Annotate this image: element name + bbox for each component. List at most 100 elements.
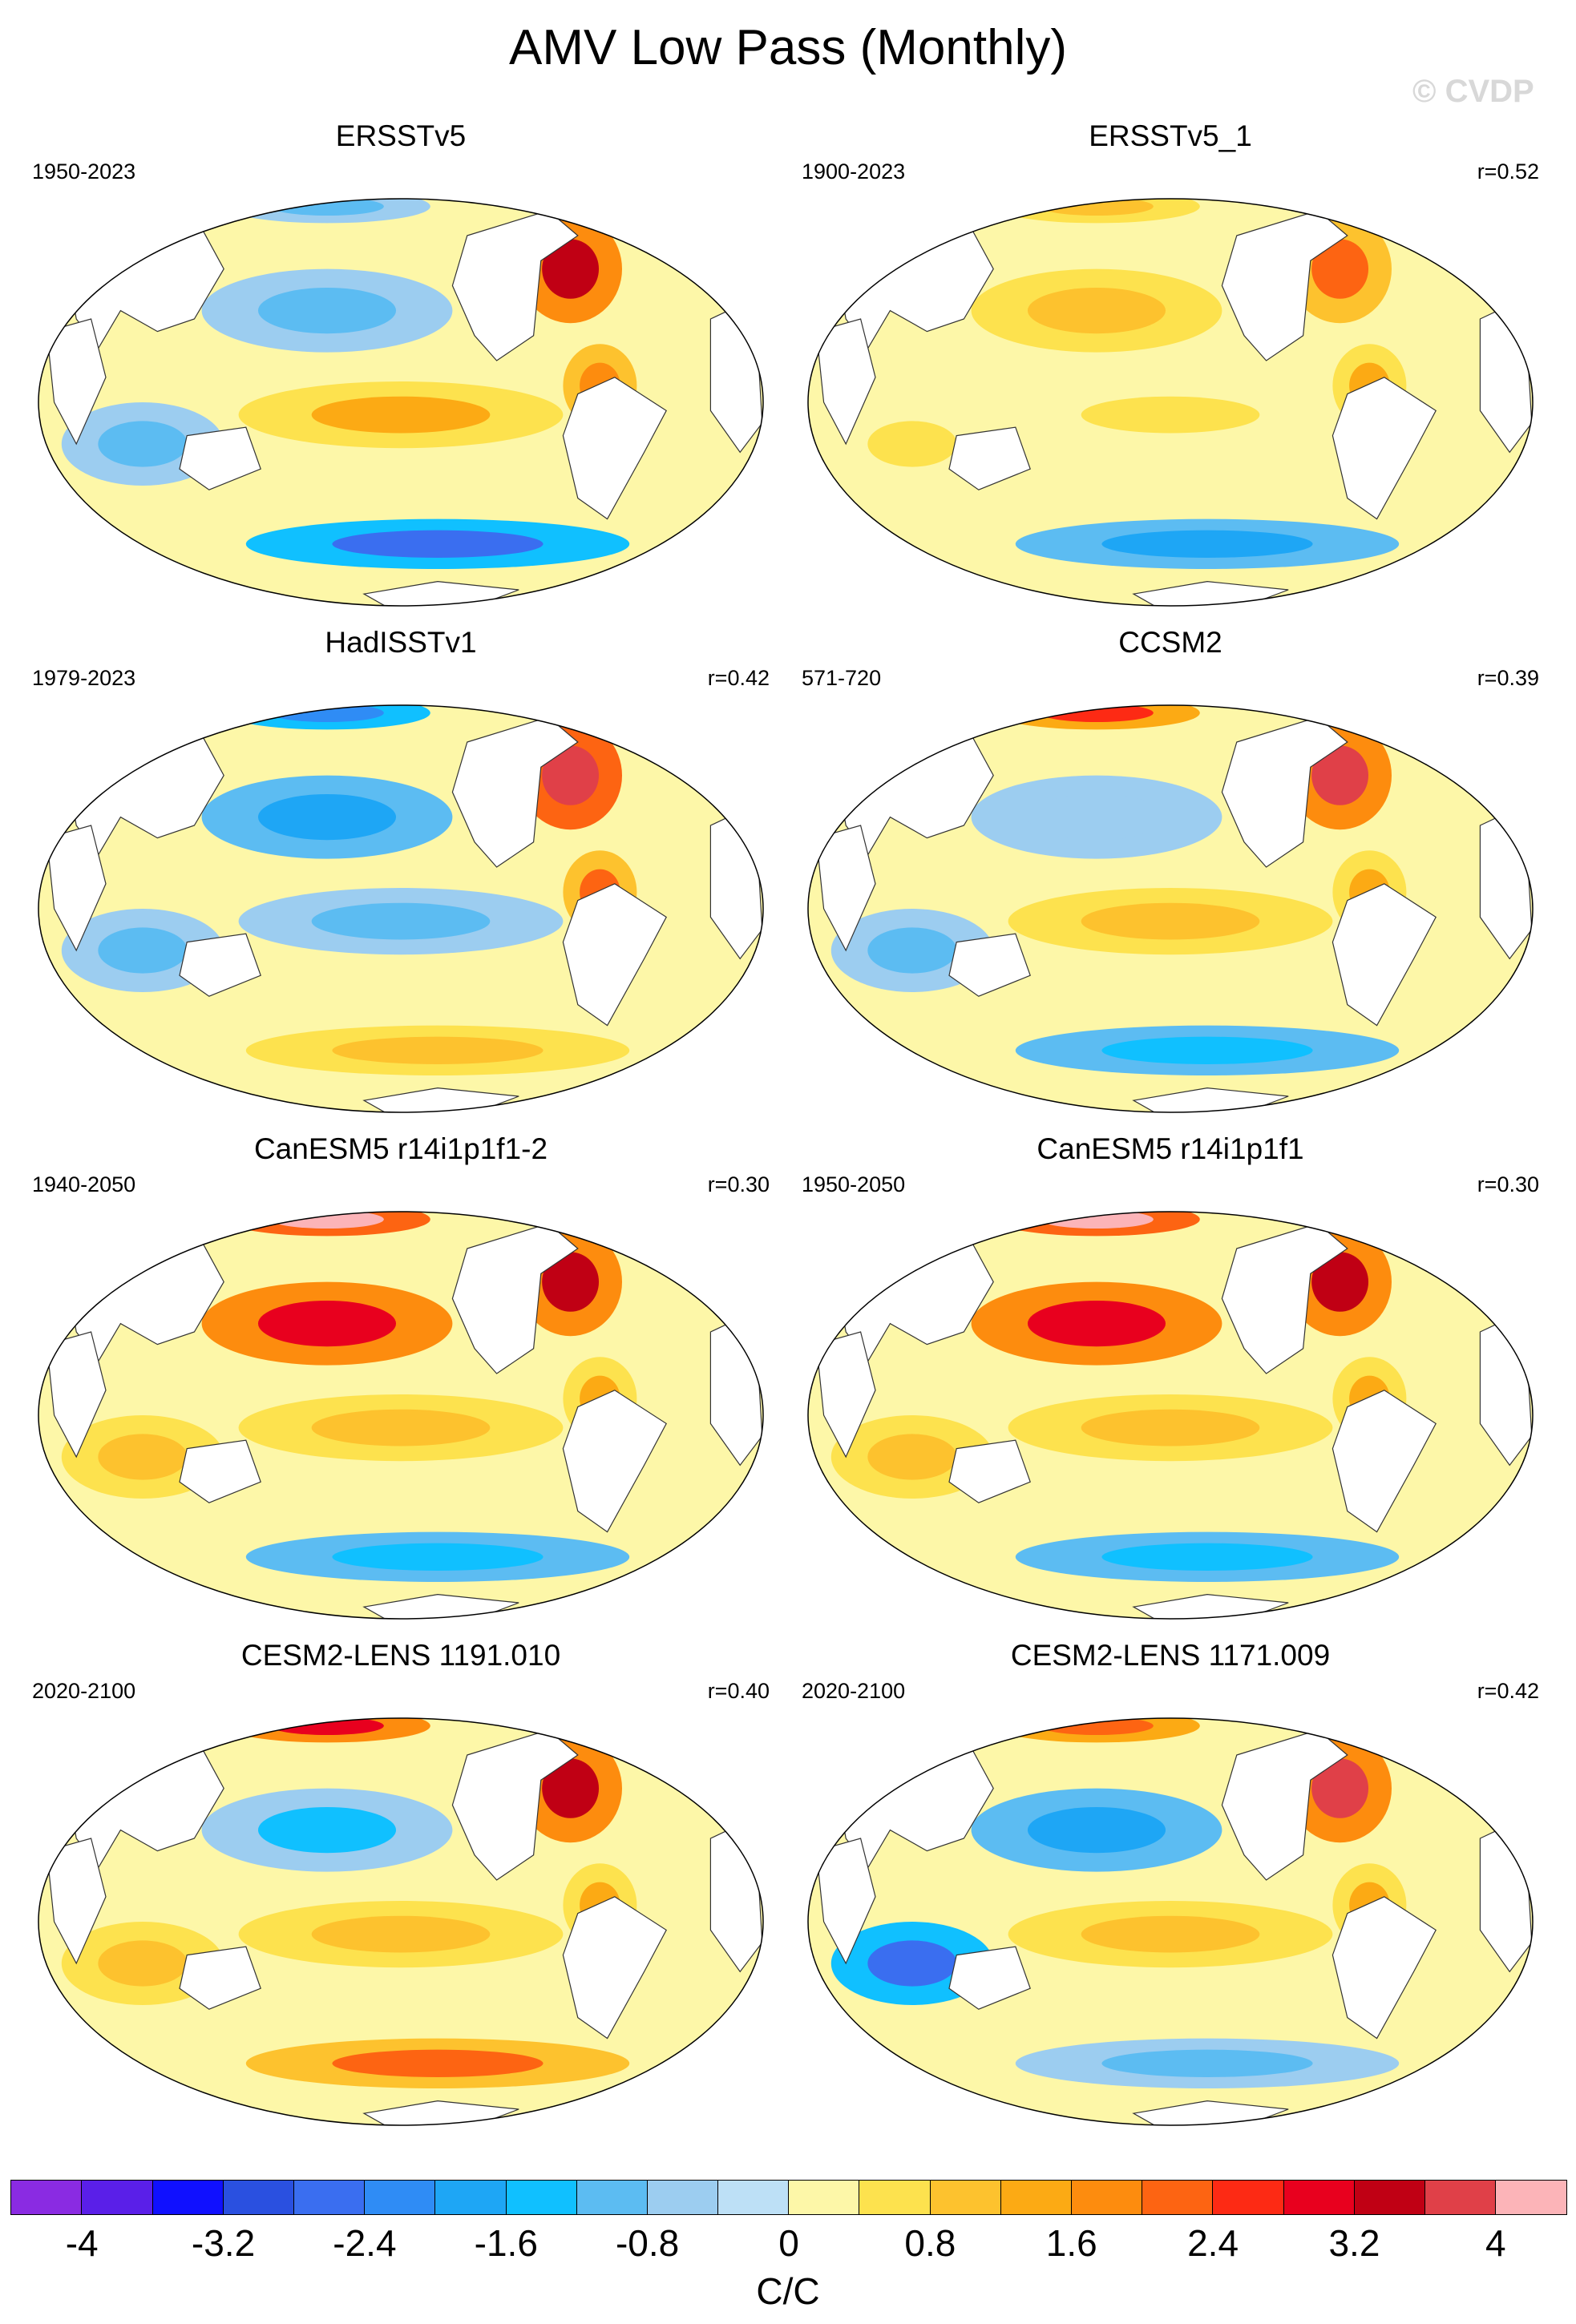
colorbar-swatch <box>10 2180 83 2215</box>
anomaly-core-north_pacific <box>257 1301 397 1347</box>
panel-title: ERSSTv5_1 <box>1089 119 1252 152</box>
continent-land <box>948 426 1031 490</box>
map-outline <box>807 1211 1534 1620</box>
map-outline <box>38 1211 764 1620</box>
continent-land <box>179 933 261 997</box>
map-outline <box>38 704 764 1113</box>
colorbar-swatch <box>1353 2180 1426 2215</box>
anomaly-core-north_pacific <box>257 1807 397 1854</box>
colorbar-swatch <box>434 2180 507 2215</box>
anomaly-core-north_pacific <box>1027 1301 1166 1347</box>
anomaly-core-north_atlantic <box>542 1758 600 1818</box>
cvdp-watermark: © CVDP <box>1412 74 1534 109</box>
colorbar-swatch <box>1424 2180 1497 2215</box>
colorbar-tick-label: 4 <box>1485 2222 1506 2264</box>
panel-period: 571-720 <box>802 666 882 690</box>
map-outline <box>807 198 1534 607</box>
panel-correlation: r=0.42 <box>1477 1679 1539 1703</box>
colorbar-units: C/C <box>756 2270 820 2312</box>
colorbar-tick-label: -2.4 <box>333 2222 397 2264</box>
anomaly-core-southern_ocean <box>332 1036 544 1064</box>
anomaly-core-tropical_pacific <box>311 1409 491 1446</box>
map-outline <box>38 1717 764 2126</box>
anomaly-core-north_pacific <box>1027 794 1166 841</box>
continent-land <box>562 883 667 1027</box>
colorbar-swatch <box>859 2180 931 2215</box>
panel-correlation: r=0.52 <box>1477 159 1539 184</box>
map-panel: ERSSTv5 1950-2023 <box>32 119 770 615</box>
continent-land <box>46 1331 107 1459</box>
panel-period: 2020-2100 <box>802 1679 906 1703</box>
anomaly-core-indian_ocean <box>98 421 188 467</box>
colorbar-tick-label: 2.4 <box>1187 2222 1239 2264</box>
anomaly-core-southern_ocean <box>1101 530 1313 558</box>
colorbar <box>10 2180 1567 2215</box>
anomaly-core-north_atlantic <box>542 745 600 805</box>
panel-title: CanESM5 r14i1p1f1 <box>1037 1132 1304 1165</box>
panel-correlation: r=0.42 <box>707 666 770 690</box>
map-outline <box>807 1717 1534 2126</box>
sst-map <box>38 198 764 607</box>
anomaly-core-tropical_pacific <box>1081 396 1260 434</box>
colorbar-swatch <box>222 2180 295 2215</box>
continent-land <box>179 1946 261 2010</box>
map-panel: CanESM5 r14i1p1f1-2 1940-2050 r=0.30 <box>32 1132 770 1628</box>
sst-map <box>807 1211 1534 1620</box>
colorbar-swatch <box>1000 2180 1073 2215</box>
sst-map <box>38 704 764 1113</box>
anomaly-core-north_atlantic <box>1311 239 1369 299</box>
anomaly-core-north_pacific <box>257 794 397 841</box>
anomaly-core-indian_ocean <box>98 1940 188 1987</box>
panel-period: 2020-2100 <box>32 1679 136 1703</box>
map-outline <box>807 704 1534 1113</box>
colorbar-swatch <box>1283 2180 1356 2215</box>
sst-map <box>38 1717 764 2126</box>
panel-title: CESM2-LENS 1191.010 <box>240 1639 561 1672</box>
continent-land <box>562 1390 667 1533</box>
colorbar-tick-label: 0 <box>778 2222 799 2264</box>
colorbar-swatch <box>364 2180 436 2215</box>
continent-land <box>179 1439 261 1503</box>
anomaly-core-indian_ocean <box>98 1434 188 1480</box>
panel-title: CCSM2 <box>1118 626 1222 659</box>
anomaly-core-indian_ocean <box>98 927 188 974</box>
colorbar-swatch <box>1070 2180 1143 2215</box>
colorbar-tick-label: -3.2 <box>191 2222 256 2264</box>
anomaly-core-north_atlantic <box>1311 1252 1369 1312</box>
anomaly-core-north_atlantic <box>1311 745 1369 805</box>
colorbar-tick-label: -0.8 <box>615 2222 680 2264</box>
map-panel: CCSM2 571-720 r=0.39 <box>802 625 1539 1122</box>
panel-period: 1979-2023 <box>32 666 136 690</box>
colorbar-swatch <box>152 2180 224 2215</box>
panel-correlation: r=0.40 <box>707 1679 770 1703</box>
continent-land <box>815 318 876 446</box>
sst-map <box>807 198 1534 607</box>
anomaly-core-tropical_pacific <box>1081 1409 1260 1446</box>
panel-correlation: r=0.30 <box>707 1172 770 1196</box>
panel-period: 1950-2023 <box>32 159 136 184</box>
map-panel: CanESM5 r14i1p1f1 1950-2050 r=0.30 <box>802 1132 1539 1628</box>
continent-land <box>815 1331 876 1459</box>
colorbar-tick-label: 1.6 <box>1045 2222 1097 2264</box>
anomaly-core-southern_ocean <box>332 1543 544 1571</box>
sst-map <box>38 1211 764 1620</box>
map-panel: CESM2-LENS 1191.010 2020-2100 r=0.40 <box>32 1638 770 2135</box>
colorbar-swatch <box>788 2180 860 2215</box>
map-panel: ERSSTv5_1 1900-2023 r=0.52 <box>802 119 1539 615</box>
panel-title: HadISSTv1 <box>325 626 477 659</box>
figure-title: AMV Low Pass (Monthly) <box>509 20 1067 75</box>
colorbar-swatch <box>81 2180 154 2215</box>
anomaly-core-tropical_pacific <box>311 1915 491 1953</box>
colorbar-swatch <box>1495 2180 1567 2215</box>
colorbar-swatch <box>576 2180 649 2215</box>
colorbar-tick-label: -4 <box>65 2222 99 2264</box>
map-panel: CESM2-LENS 1171.009 2020-2100 r=0.42 <box>802 1638 1539 2135</box>
anomaly-core-north_atlantic <box>542 239 600 299</box>
continent-land <box>46 318 107 446</box>
continent-land <box>948 1946 1031 2010</box>
map-panel: HadISSTv1 1979-2023 r=0.42 <box>32 625 770 1122</box>
panel-title: ERSSTv5 <box>335 119 467 152</box>
anomaly-core-tropical_pacific <box>1081 902 1260 940</box>
colorbar-tick-label: 0.8 <box>904 2222 956 2264</box>
anomaly-core-tropical_pacific <box>1081 1915 1260 1953</box>
